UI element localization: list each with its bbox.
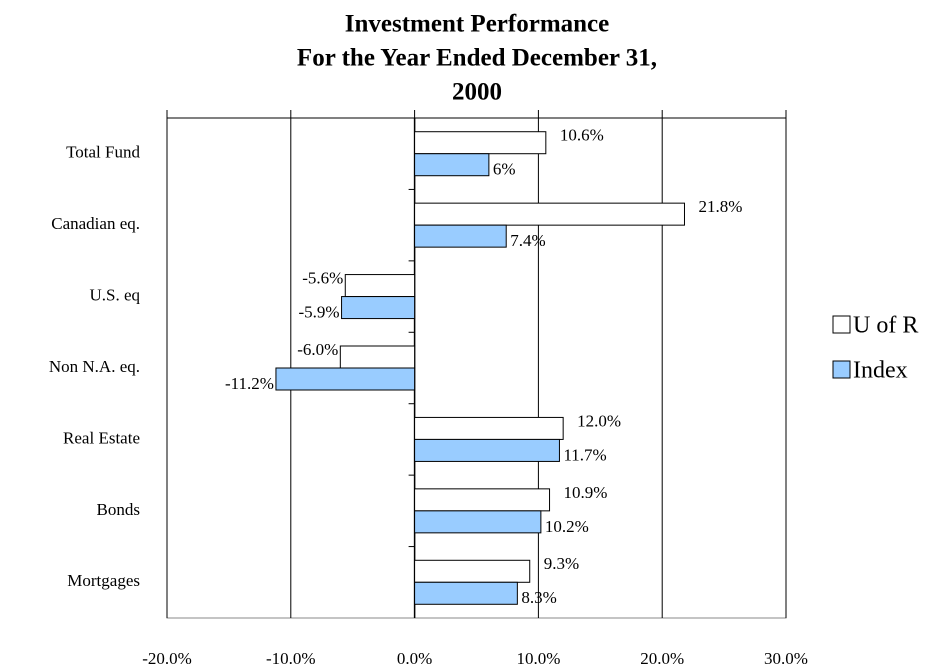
x-tick-label: -10.0% [266,649,316,666]
bar [414,510,542,534]
value-label: 8.3% [521,588,556,607]
x-tick-label: 10.0% [516,649,560,666]
value-label: 11.7% [563,445,606,464]
legend-swatch [832,360,851,379]
bar [414,202,685,226]
bar [414,131,547,155]
value-label: 21.8% [698,197,742,216]
x-tick-label: 20.0% [640,649,684,666]
chart-title: For the Year Ended December 31, [297,45,657,72]
bar [344,274,416,298]
value-label: -6.0% [297,340,338,359]
y-tick-label: U.S. eq [89,285,140,304]
value-label: 12.0% [577,411,621,430]
value-label: -5.6% [302,268,343,287]
chart-title: Investment Performance [345,11,610,38]
legend-label: U of R [853,313,918,339]
bar [414,559,531,583]
plot-area [166,117,787,619]
bar [414,416,564,440]
x-tick-label: 0.0% [397,649,432,666]
value-label: -11.2% [225,374,274,393]
x-tick-label: 30.0% [764,649,808,666]
y-tick-label: Mortgages [67,571,140,590]
y-tick-label: Non N.A. eq. [49,357,140,376]
legend-swatch [832,315,851,334]
value-label: 10.2% [545,517,589,536]
y-tick-label: Total Fund [66,143,140,162]
y-tick-label: Canadian eq. [51,214,140,233]
chart-title: 2000 [452,79,502,106]
value-label: 9.3% [544,554,579,573]
bar [414,488,551,512]
bar [414,438,560,462]
bar [414,224,507,248]
y-tick-label: Bonds [97,500,140,519]
x-tick-label: -20.0% [142,649,192,666]
value-label: 10.9% [564,483,608,502]
value-label: 10.6% [560,126,604,145]
value-label: -5.9% [298,302,339,321]
legend-label: Index [853,358,908,384]
value-label: 6% [493,160,516,179]
y-tick-label: Real Estate [63,428,140,447]
bar [275,367,416,391]
bar [414,581,518,605]
bar [414,153,490,177]
bar [341,296,416,320]
bar [339,345,416,369]
value-label: 7.4% [510,231,545,250]
